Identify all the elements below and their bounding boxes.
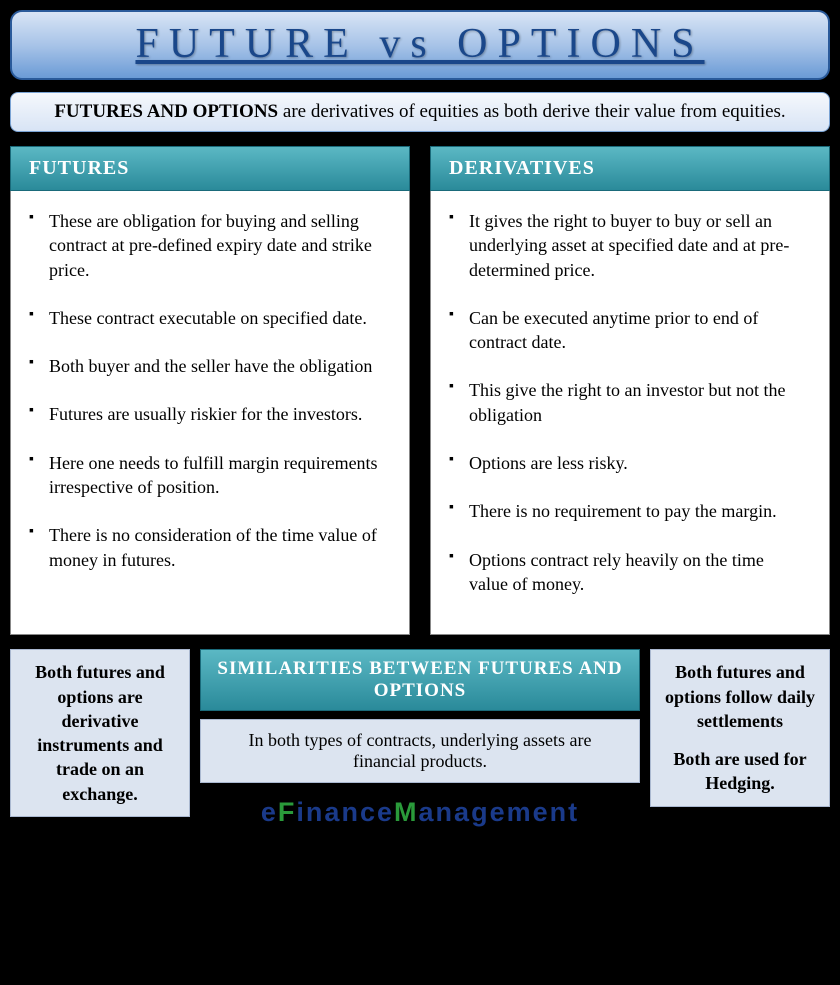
- brand-letter: e: [490, 797, 507, 827]
- center-column: SIMILARITIES BETWEEN FUTURES AND OPTIONS…: [200, 649, 640, 828]
- brand-letter: M: [394, 797, 419, 827]
- futures-header: FUTURES: [10, 146, 410, 191]
- futures-column: FUTURES These are obligation for buying …: [10, 146, 410, 635]
- brand-letter: n: [306, 797, 325, 827]
- right-side-text-2: Both are used for Hedging.: [659, 747, 821, 796]
- brand-letter: F: [278, 797, 297, 827]
- comparison-columns: FUTURES These are obligation for buying …: [10, 146, 830, 635]
- list-item: Futures are usually riskier for the inve…: [49, 402, 387, 426]
- right-side-text-1: Both futures and options follow daily se…: [665, 662, 815, 731]
- brand-letter: t: [568, 797, 579, 827]
- brand-letter: n: [436, 797, 455, 827]
- list-item: There is no consideration of the time va…: [49, 523, 387, 572]
- futures-body: These are obligation for buying and sell…: [10, 191, 410, 635]
- brand-letter: a: [324, 797, 341, 827]
- brand-letter: e: [533, 797, 550, 827]
- list-item: Here one needs to fulfill margin require…: [49, 451, 387, 500]
- list-item: Options contract rely heavily on the tim…: [469, 548, 807, 597]
- derivatives-header: DERIVATIVES: [430, 146, 830, 191]
- title-banner: FUTURE vs OPTIONS: [10, 10, 830, 80]
- similarities-body: In both types of contracts, underlying a…: [200, 719, 640, 783]
- intro-rest: are derivatives of equities as both deri…: [278, 101, 786, 122]
- list-item: This give the right to an investor but n…: [469, 378, 807, 427]
- derivatives-column: DERIVATIVES It gives the right to buyer …: [430, 146, 830, 635]
- brand-letter: c: [360, 797, 377, 827]
- left-side-box: Both futures and options are derivative …: [10, 649, 190, 817]
- brand-letter: e: [377, 797, 394, 827]
- brand-letter: m: [507, 797, 533, 827]
- list-item: Can be executed anytime prior to end of …: [469, 306, 807, 355]
- brand-letter: a: [419, 797, 436, 827]
- right-side-box: Both futures and options follow daily se…: [650, 649, 830, 806]
- intro-lead: FUTURES AND OPTIONS: [54, 101, 278, 122]
- list-item: These contract executable on specified d…: [49, 306, 387, 330]
- similarities-header: SIMILARITIES BETWEEN FUTURES AND OPTIONS: [200, 649, 640, 711]
- brand-letter: n: [550, 797, 569, 827]
- brand-letter: i: [296, 797, 306, 827]
- list-item: There is no requirement to pay the margi…: [469, 499, 807, 523]
- futures-list: These are obligation for buying and sell…: [49, 209, 387, 572]
- derivatives-body: It gives the right to buyer to buy or se…: [430, 191, 830, 635]
- list-item: Options are less risky.: [469, 451, 807, 475]
- list-item: Both buyer and the seller have the oblig…: [49, 354, 387, 378]
- intro-box: FUTURES AND OPTIONS are derivatives of e…: [10, 92, 830, 132]
- bottom-area: Both futures and options are derivative …: [10, 649, 830, 828]
- brand-letter: n: [341, 797, 360, 827]
- brand-logo: eFinanceManagement: [200, 797, 640, 828]
- list-item: It gives the right to buyer to buy or se…: [469, 209, 807, 282]
- brand-letter: a: [454, 797, 471, 827]
- brand-letter: e: [261, 797, 278, 827]
- left-side-text: Both futures and options are derivative …: [35, 662, 165, 803]
- list-item: These are obligation for buying and sell…: [49, 209, 387, 282]
- brand-letter: g: [471, 797, 490, 827]
- page-title: FUTURE vs OPTIONS: [135, 21, 704, 67]
- derivatives-list: It gives the right to buyer to buy or se…: [469, 209, 807, 596]
